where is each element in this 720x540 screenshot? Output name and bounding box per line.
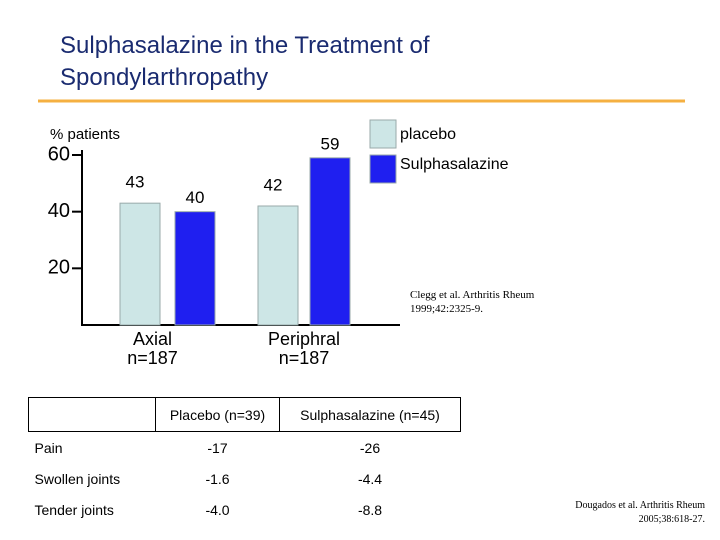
- y-tick-label: 20: [48, 257, 70, 279]
- table-row: Pain -17 -26: [29, 432, 461, 464]
- bar: [174, 211, 216, 326]
- table-cell: -1.6: [205, 470, 230, 487]
- y-axis-label: % patients: [49, 126, 121, 143]
- table-row: Tender joints -4.0 -8.8: [29, 494, 461, 525]
- title: Sulphasalazine in the Treatment of Spond…: [60, 32, 430, 91]
- value-label: 42: [264, 175, 283, 194]
- x-tick-label: Axial n=187: [127, 329, 178, 368]
- row-label: Tender joints: [34, 501, 114, 518]
- table-row: Swollen joints -1.6 -4.4: [29, 463, 461, 494]
- table-cell: -4.0: [205, 501, 230, 518]
- bar: [257, 205, 299, 326]
- header-cell: Placebo (n=39): [155, 397, 280, 432]
- table-cell: -26: [359, 439, 381, 456]
- citation: Dougados et al. Arthritis Rheum 2005;38:…: [575, 500, 705, 525]
- row-label: Swollen joints: [34, 470, 121, 487]
- y-tick-label: 40: [48, 200, 70, 222]
- annotation: Clegg et al. Arthritis Rheum 1999;42:232…: [410, 289, 535, 315]
- legend-label: Sulphasalazine: [400, 156, 509, 173]
- legend-label: placebo: [400, 126, 456, 143]
- header-cell: [28, 397, 156, 432]
- bar: [119, 202, 161, 326]
- value-label: 59: [321, 134, 340, 153]
- header-row: Placebo (n=39) Sulphasalazine (n=45): [28, 397, 461, 432]
- x-tick-label: Periphral n=187: [267, 329, 341, 368]
- bar: [309, 157, 351, 326]
- table: Placebo (n=39) Sulphasalazine (n=45) Pai…: [28, 397, 461, 525]
- table-cell: -4.4: [357, 470, 383, 487]
- header-cell: Sulphasalazine (n=45): [279, 397, 461, 432]
- legend-swatch: [369, 154, 397, 184]
- row-label: Pain: [34, 439, 63, 456]
- y-tick-label: 60: [48, 143, 70, 165]
- table-cell: -17: [207, 439, 228, 456]
- value-label: 40: [186, 188, 205, 207]
- value-label: 43: [126, 173, 145, 192]
- table-cell: -8.8: [357, 501, 383, 518]
- legend-swatch: [369, 119, 397, 149]
